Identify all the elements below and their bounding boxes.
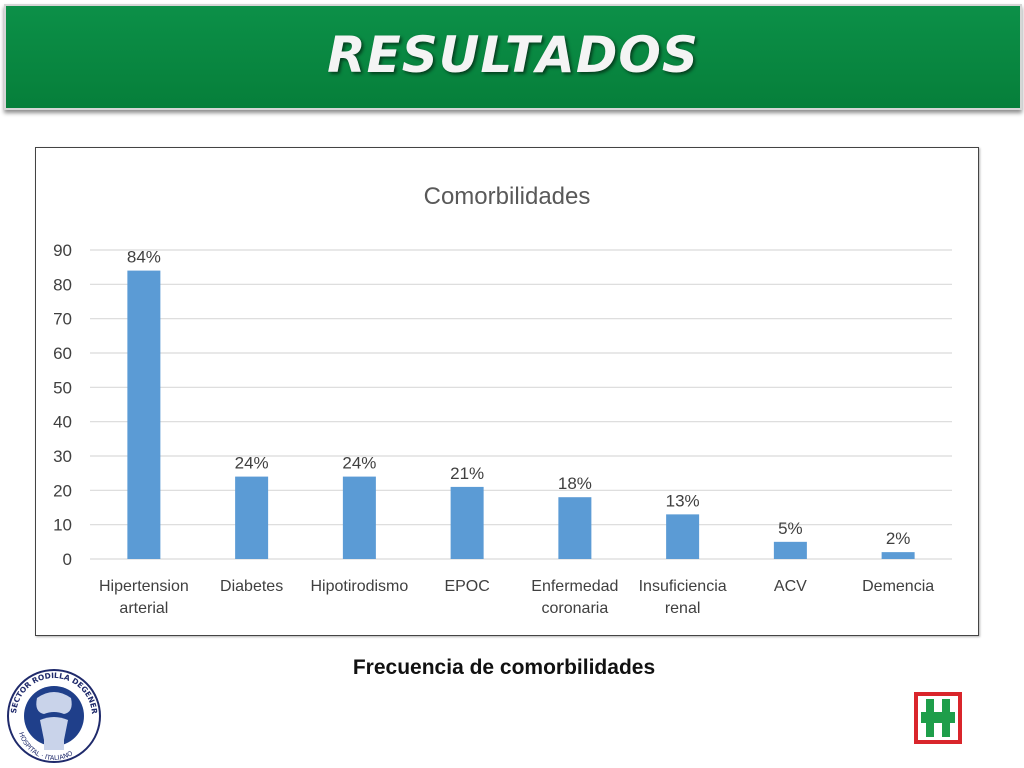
hospital-cross-icon <box>914 692 962 744</box>
y-tick-label: 50 <box>53 378 72 397</box>
y-tick-label: 30 <box>53 447 72 466</box>
data-label: 2% <box>886 529 911 548</box>
data-label: 21% <box>450 464 484 483</box>
bar <box>773 541 807 559</box>
slide-title: RESULTADOS <box>327 26 699 84</box>
bar-chart: Comorbilidades 0 10 20 30 40 50 60 70 80 90 84% Hipe… <box>53 183 952 617</box>
y-tick-label: 70 <box>53 310 72 329</box>
x-tick-label: Insuficiencia renal <box>639 578 727 617</box>
x-tick-label: Hipotirodismo <box>310 578 408 595</box>
data-label: 84% <box>127 248 161 267</box>
data-label: 24% <box>235 454 269 473</box>
chart-panel: Comorbilidades 0 10 20 30 40 50 60 70 80 90 84% Hipe… <box>35 147 979 636</box>
bar <box>450 486 484 559</box>
bar <box>127 270 161 559</box>
data-label: 5% <box>778 519 803 538</box>
chart-caption: Frecuencia de comorbilidades <box>352 656 656 679</box>
data-label: 24% <box>342 454 376 473</box>
bar <box>666 514 700 559</box>
data-label: 18% <box>558 474 592 493</box>
x-tick-label: Diabetes <box>220 578 283 595</box>
x-tick-label: ACV <box>774 578 807 595</box>
bar <box>881 552 915 559</box>
y-tick-label: 20 <box>53 481 72 500</box>
y-tick-label: 60 <box>53 344 72 363</box>
x-tick-label: Demencia <box>862 578 934 595</box>
y-tick-label: 10 <box>53 516 72 535</box>
y-tick-label: 80 <box>53 275 72 294</box>
x-tick-label: Hipertension arterial <box>99 578 189 617</box>
bar <box>342 476 376 559</box>
data-label: 13% <box>666 491 700 510</box>
y-tick-label: 90 <box>53 241 72 260</box>
bar <box>558 497 592 559</box>
knee-logo: SECTOR RODILLA DEGENERATIVA HOSPITAL · I… <box>4 668 101 763</box>
bar <box>235 476 269 559</box>
y-tick-label: 0 <box>63 550 72 569</box>
y-tick-label: 40 <box>53 413 72 432</box>
x-tick-label: EPOC <box>444 578 489 595</box>
x-tick-label: Enfermedad coronaria <box>531 578 618 617</box>
chart-title: Comorbilidades <box>424 183 591 210</box>
title-banner: RESULTADOS <box>4 4 1022 110</box>
